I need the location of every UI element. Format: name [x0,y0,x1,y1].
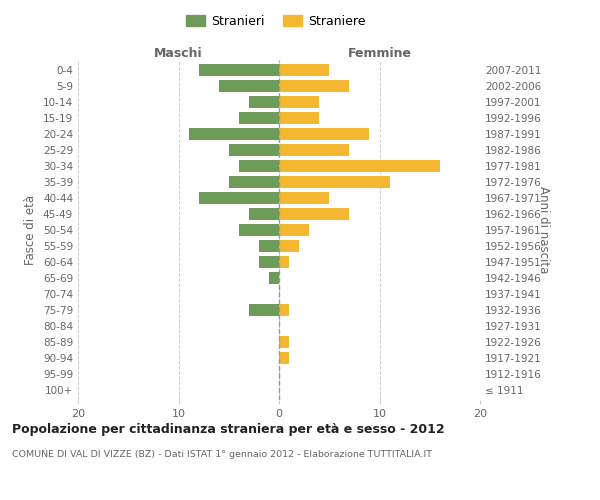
Bar [279,144,349,156]
Bar [279,256,289,268]
Bar [249,208,279,220]
Bar [249,304,279,316]
Bar [279,352,289,364]
Bar [279,128,370,140]
Bar [249,96,279,108]
Bar [239,224,279,236]
Bar [279,208,349,220]
Bar [239,160,279,172]
Bar [279,336,289,348]
Bar [239,112,279,124]
Bar [279,64,329,76]
Bar [259,240,279,252]
Text: COMUNE DI VAL DI VIZZE (BZ) - Dati ISTAT 1° gennaio 2012 - Elaborazione TUTTITAL: COMUNE DI VAL DI VIZZE (BZ) - Dati ISTAT… [12,450,432,459]
Bar [279,240,299,252]
Bar [279,112,319,124]
Bar [188,128,279,140]
Bar [279,96,319,108]
Bar [279,224,309,236]
Bar [279,176,389,188]
Legend: Stranieri, Straniere: Stranieri, Straniere [182,11,370,32]
Bar [259,256,279,268]
Y-axis label: Fasce di età: Fasce di età [25,195,37,265]
Bar [229,144,279,156]
Bar [279,160,440,172]
Bar [218,80,279,92]
Text: Femmine: Femmine [347,47,412,60]
Bar [269,272,279,284]
Y-axis label: Anni di nascita: Anni di nascita [537,186,550,274]
Text: Popolazione per cittadinanza straniera per età e sesso - 2012: Popolazione per cittadinanza straniera p… [12,422,445,436]
Bar [199,64,279,76]
Text: Maschi: Maschi [154,47,203,60]
Bar [229,176,279,188]
Bar [279,304,289,316]
Bar [279,80,349,92]
Bar [279,192,329,204]
Bar [199,192,279,204]
